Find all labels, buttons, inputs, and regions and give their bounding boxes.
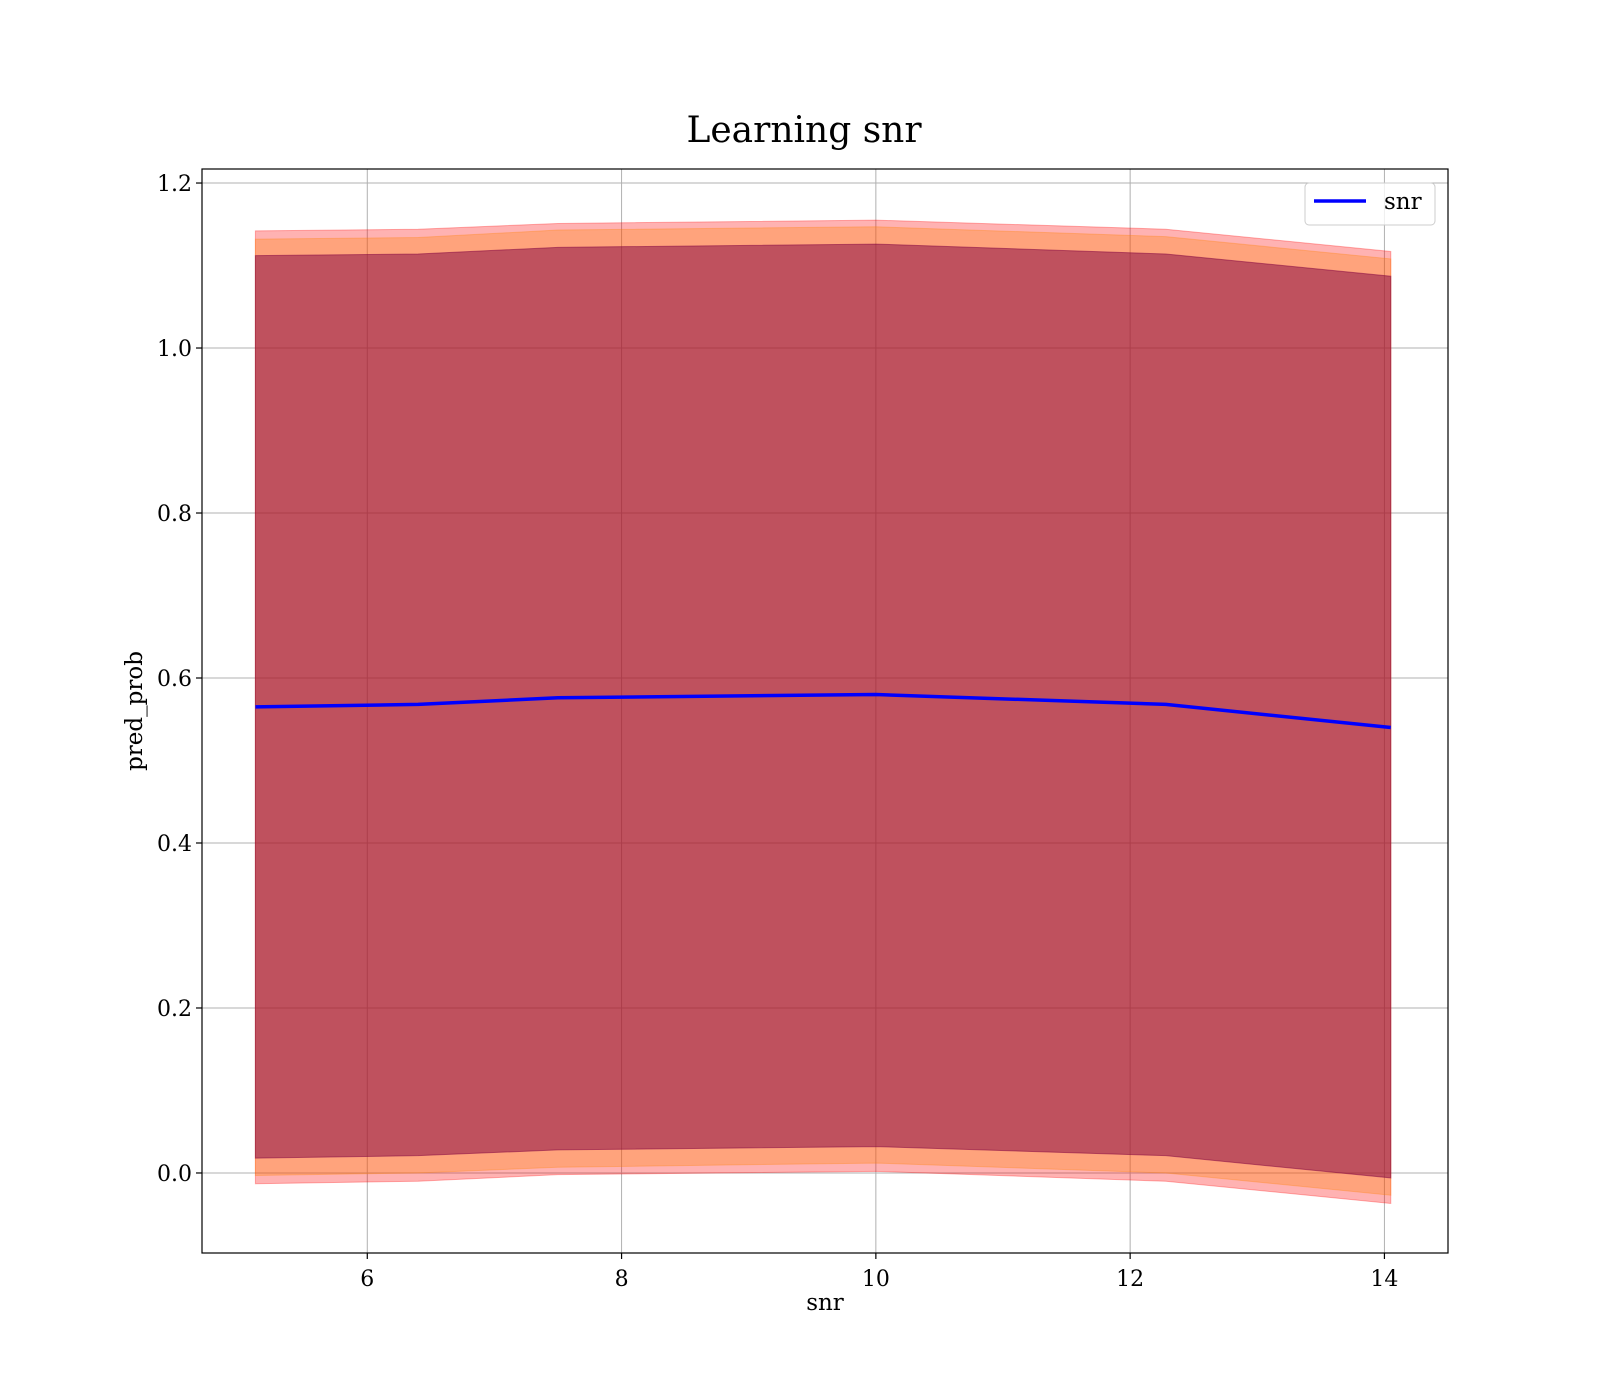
x-tick-label: 12	[1116, 1267, 1144, 1292]
x-tick-label: 8	[615, 1267, 629, 1292]
confidence-bands	[254, 219, 1392, 1205]
plot-frame	[201, 168, 1449, 1254]
y-axis-label: pred_prob	[122, 651, 148, 771]
x-tick-label: 6	[360, 1267, 374, 1292]
y-tick-label: 0.8	[157, 502, 192, 527]
series-lines	[255, 692, 1391, 730]
confidence-band-3	[254, 243, 1392, 1179]
legend-box	[1304, 182, 1436, 226]
x-tick-label: 14	[1370, 1267, 1398, 1292]
series-line-snr	[255, 692, 1391, 730]
x-axis-label: snr	[806, 1290, 844, 1316]
y-tick-label: 0.6	[157, 667, 192, 692]
chart-title: Learning snr	[686, 110, 922, 151]
legend-label-snr: snr	[1384, 189, 1422, 215]
axis-ticks: 6 8 10 12 14 0.0 0.2 0.4 0.6 0.8 1.0 1.2	[157, 172, 1398, 1292]
y-tick-label: 0.4	[157, 832, 192, 857]
y-tick-label: 1.2	[157, 172, 192, 197]
y-tick-label: 0.2	[157, 997, 192, 1022]
legend: snr	[1304, 182, 1436, 226]
y-tick-label: 0.0	[157, 1162, 192, 1187]
x-tick-label: 10	[862, 1267, 890, 1292]
y-tick-label: 1.0	[157, 337, 192, 362]
